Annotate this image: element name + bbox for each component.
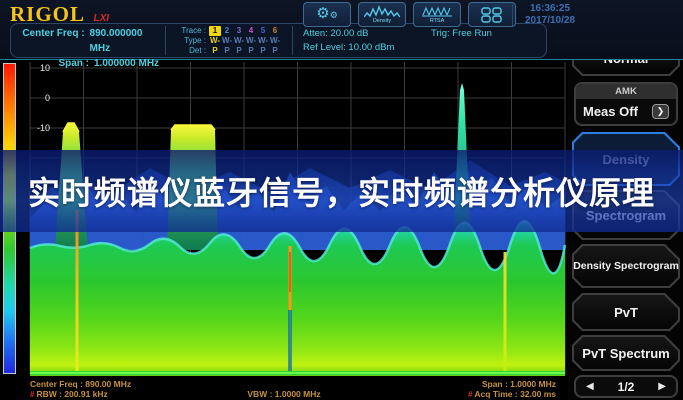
trace-4-selector[interactable]: 4 (248, 26, 254, 35)
divider (512, 4, 513, 26)
trace-2-selector[interactable]: 2 (224, 26, 230, 35)
span-label: Span : (58, 58, 89, 69)
span-value: 1.000000 MHz (94, 58, 160, 69)
sidebar-item-pvt[interactable]: PvT (572, 293, 680, 331)
trace-3-selector[interactable]: 3 (236, 26, 242, 35)
density-button-label: Density (372, 18, 392, 24)
rigol-logo: RIGOL (10, 2, 86, 26)
y-axis-tick: 0 (44, 93, 50, 103)
rtsa-peaks-icon (422, 6, 452, 17)
settings-button[interactable]: ⚙⚙ (303, 2, 351, 27)
sidebar-page-nav[interactable]: ◀ 1/2 ▶ (574, 375, 678, 398)
trace-det: P (236, 46, 242, 55)
trace-type: W- (209, 36, 221, 45)
divider (292, 26, 293, 55)
trace-det: P (272, 46, 278, 55)
trace-det: P (212, 46, 218, 55)
gear-icon: ⚙⚙ (316, 5, 338, 22)
clock: 16:36:25 2017/10/28 (516, 3, 584, 27)
date-display: 2017/10/28 (524, 15, 576, 26)
status-center-freq: Center Freq : 890.00 MHz (30, 379, 132, 389)
brand-logo: RIGOL LXI (10, 2, 109, 27)
trigger-group: Trig: Free Run (425, 24, 546, 57)
status-rbw: # RBW : 200.91 kHz (30, 389, 108, 399)
banner-title: 实时频谱仪蓝牙信号，实时频谱分析仪原理 (27, 175, 655, 211)
det-label: Det : (189, 46, 206, 55)
center-freq-value: 890.000000 MHz (89, 28, 143, 54)
trace-group: Trace : 1 2 3 4 5 6 Type : W- W- W- W- W… (170, 24, 288, 57)
header-bar: RIGOL LXI Center Freq : 890.000000 MHz S… (0, 0, 683, 69)
trace-5-selector[interactable]: 5 (260, 26, 266, 35)
sidebar-item-density-spectrogram[interactable]: Density Spectrogram (572, 244, 680, 288)
status-vbw: VBW : 1.0000 MHz (247, 389, 321, 399)
trace-det: P (260, 46, 266, 55)
trace-det: P (248, 46, 254, 55)
trace-type: W- (221, 36, 233, 45)
rtsa-mode-button[interactable]: RTSA (413, 2, 461, 27)
trace-label: Trace : (181, 26, 206, 35)
settings-panel: Center Freq : 890.000000 MHz Span : 1.00… (10, 23, 547, 69)
type-label: Type : (184, 36, 206, 45)
density-view-button[interactable]: Density (358, 2, 406, 27)
sidebar-item-meas-off[interactable]: AMK Meas Off ❯ (574, 82, 678, 126)
trace-1-selector[interactable]: 1 (209, 26, 221, 36)
top-toolbar: ⚙⚙ Density RTSA (303, 2, 516, 27)
trace-type: W- (269, 36, 281, 45)
frequency-group: Center Freq : 890.000000 MHz Span : 1.00… (11, 24, 161, 69)
time-display: 16:36:25 (529, 3, 571, 14)
trace-6-selector[interactable]: 6 (272, 26, 278, 35)
amk-badge: AMK (576, 84, 676, 99)
status-acq-time: # Acq Time : 32.00 ms (467, 389, 556, 399)
trace-type: W- (257, 36, 269, 45)
density-waveform-icon (364, 5, 400, 18)
sidebar-item-pvt-spectrum[interactable]: PvT Spectrum (572, 335, 680, 371)
center-freq-label: Center Freq : (22, 28, 85, 39)
rtsa-button-label: RTSA (429, 18, 445, 24)
trace-type: W- (233, 36, 245, 45)
y-axis-tick: -10 (36, 123, 50, 133)
amplitude-group: Atten: 20.00 dB Ref Level: 10.00 dBm (297, 24, 425, 57)
ref-level-value: Ref Level: 10.00 dBm (303, 42, 395, 53)
status-bar: Center Freq : 890.00 MHz Span : 1.0000 M… (0, 378, 568, 400)
acq-manual-marker: # (467, 390, 473, 399)
page-indicator: 1/2 (617, 379, 635, 394)
lxi-badge: LXI (93, 13, 110, 24)
trig-value: Trig: Free Run (431, 28, 492, 39)
signal-streaks (75, 210, 507, 373)
atten-value: Atten: 20.00 dB (303, 28, 369, 39)
divider (165, 26, 166, 55)
title-banner-overlay: 实时频谱仪蓝牙信号，实时频谱分析仪原理 (0, 150, 683, 232)
trace-det: P (224, 46, 230, 55)
noise-floor (29, 220, 567, 376)
window-layout-icon (481, 6, 502, 23)
y-axis-tick: 10 (39, 63, 50, 73)
chevron-right-icon: ❯ (652, 104, 669, 119)
next-page-icon[interactable]: ▶ (658, 381, 666, 392)
trace-type: W- (245, 36, 257, 45)
prev-page-icon[interactable]: ◀ (586, 381, 594, 392)
status-span: Span : 1.0000 MHz (481, 379, 556, 389)
rbw-manual-marker: # (30, 390, 35, 399)
layout-button[interactable] (468, 2, 516, 27)
